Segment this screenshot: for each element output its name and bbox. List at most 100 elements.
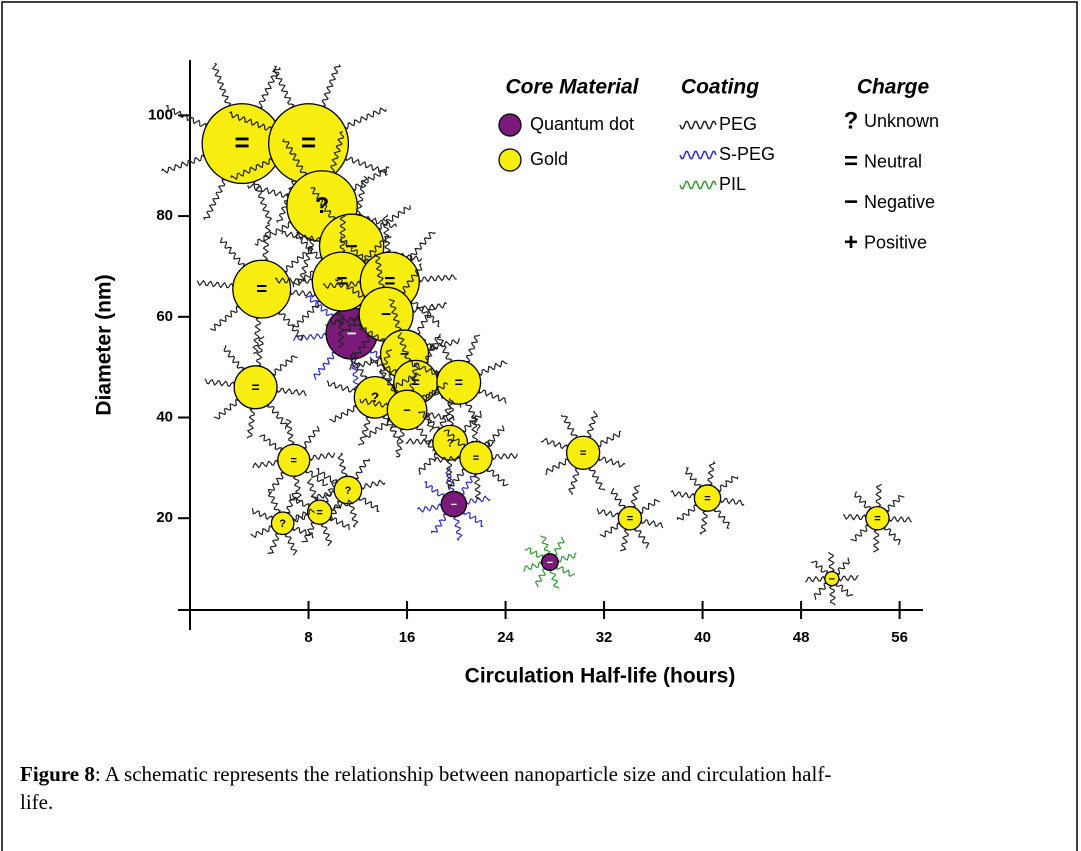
charge-symbol: −	[547, 557, 553, 569]
coating-chain	[310, 187, 336, 221]
coating-chain	[283, 247, 314, 273]
coating-chain	[284, 533, 298, 556]
coating-chain	[478, 389, 507, 404]
coating-chain	[597, 430, 622, 448]
legend-swatch	[679, 150, 717, 160]
coating-chain	[349, 356, 382, 371]
coating-chain	[373, 253, 386, 289]
coating-chain	[486, 468, 509, 487]
y-tick-label: 60	[156, 308, 173, 325]
coating-chain	[388, 298, 402, 332]
legend-title: Core Material	[505, 76, 639, 99]
coating-chain	[850, 524, 869, 542]
coating-chain	[417, 503, 442, 513]
x-axis-title: Circulation Half-life (hours)	[465, 665, 736, 688]
coating-chain	[322, 280, 361, 290]
x-tick-label: 48	[793, 629, 810, 646]
particle	[386, 389, 428, 431]
coating-chain	[330, 499, 354, 512]
coating-chain	[416, 303, 436, 335]
coating-chain	[463, 511, 484, 528]
coating-chain	[262, 224, 272, 261]
coating-chain	[258, 67, 281, 109]
coating-chain	[486, 425, 505, 448]
coating-chain	[330, 131, 345, 173]
coating-chain	[875, 483, 882, 508]
coating-chain	[478, 360, 508, 377]
coating-chain	[213, 398, 239, 420]
charge-symbol: ?	[371, 390, 379, 405]
coating-chain	[540, 437, 568, 449]
coating-chain	[196, 279, 234, 289]
coating-chain	[254, 221, 292, 247]
coating-chain	[560, 414, 578, 439]
coating-chain	[165, 104, 207, 127]
coating-chain	[325, 501, 341, 522]
coating-chain	[282, 138, 308, 176]
coating-chain	[337, 310, 345, 349]
coating-chain	[410, 300, 440, 328]
particle	[459, 440, 493, 475]
coating-chain	[556, 566, 576, 577]
coating-chain	[359, 398, 389, 408]
coating-chain	[409, 231, 436, 261]
coating-chain	[630, 484, 640, 508]
particle	[617, 505, 643, 531]
coating-chain	[397, 332, 412, 362]
coating-chain	[610, 487, 626, 509]
coating-chain	[340, 235, 369, 263]
legend-title: Charge	[857, 76, 930, 99]
legend-symbol: +	[844, 229, 858, 256]
coating-chain	[424, 481, 445, 497]
x-tick-label: 8	[304, 629, 312, 646]
coating-chain	[276, 180, 296, 223]
coating-chain	[209, 305, 240, 331]
coating-chain	[418, 273, 457, 283]
coating-chain	[347, 502, 359, 528]
coating-chain	[828, 585, 836, 606]
x-tick-label: 56	[891, 629, 908, 646]
coating-chain	[352, 165, 390, 192]
coating-chain	[596, 508, 620, 518]
coating-chain	[523, 561, 543, 572]
coating-chain	[339, 214, 347, 253]
coating-chain	[473, 473, 482, 500]
coating-chain	[827, 551, 835, 573]
coating-chain	[676, 504, 698, 521]
coating-chain	[256, 336, 265, 367]
coating-chain	[470, 415, 479, 443]
coating-chain	[292, 526, 314, 539]
coating-chain	[309, 452, 336, 462]
coating-chain	[274, 277, 313, 285]
coating-chain	[540, 535, 551, 555]
coating-chain	[405, 437, 434, 446]
coating-chain	[161, 154, 205, 174]
charge-symbol: =	[627, 513, 633, 525]
particle	[436, 359, 482, 405]
legend-swatch	[679, 180, 717, 190]
charge-symbol: =	[301, 129, 316, 157]
coating-chain	[549, 569, 560, 589]
coating-chain	[357, 416, 371, 446]
coating-chain	[640, 519, 664, 529]
coating-chain	[329, 404, 358, 423]
caption-text: : A schematic represents the relationshi…	[20, 762, 832, 814]
charge-symbol: =	[580, 448, 586, 460]
coating-chain	[211, 62, 232, 107]
legend-label: Neutral	[864, 151, 922, 171]
coating-chain	[345, 156, 388, 176]
coating-chain	[220, 237, 246, 267]
coating-chain	[305, 295, 334, 318]
coating-chain	[267, 490, 281, 514]
coating-chain	[360, 479, 386, 490]
coating-chain	[699, 510, 708, 536]
x-tick-label: 32	[596, 629, 613, 646]
coating-chain	[447, 398, 455, 426]
y-tick-label: 20	[156, 509, 173, 526]
coating-chain	[717, 475, 739, 493]
legend-label: PIL	[719, 174, 746, 194]
coating-chain	[349, 351, 368, 380]
coating-chain	[392, 372, 421, 390]
